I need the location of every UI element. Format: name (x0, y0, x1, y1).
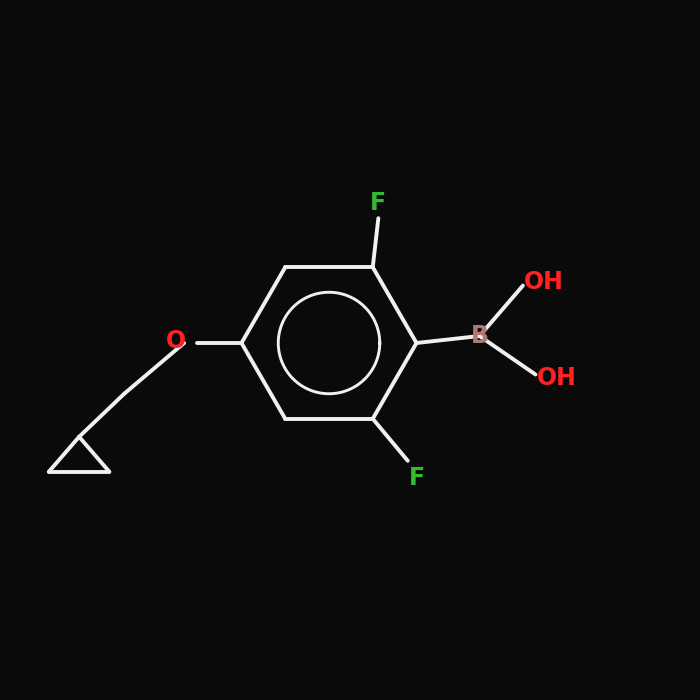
Text: F: F (370, 191, 386, 215)
Text: B: B (470, 324, 489, 348)
Text: OH: OH (524, 270, 564, 294)
Text: OH: OH (537, 366, 576, 390)
Text: O: O (166, 329, 186, 353)
Text: F: F (409, 466, 425, 489)
